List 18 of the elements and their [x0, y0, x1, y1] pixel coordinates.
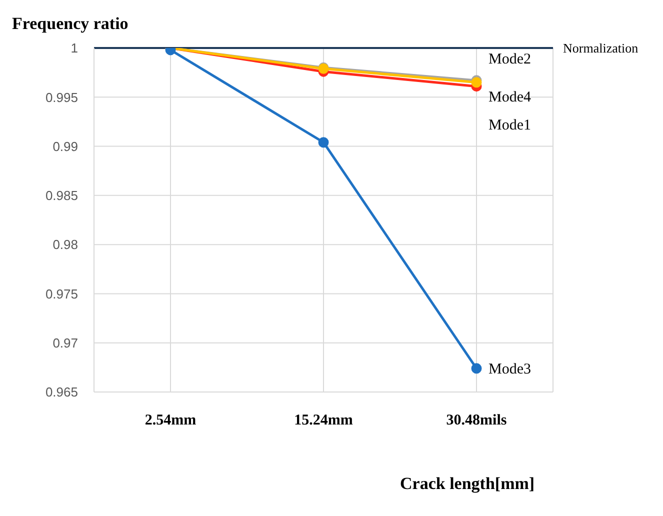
y-tick-label: 0.99 — [52, 138, 78, 154]
text: Mode1 — [488, 117, 531, 134]
y-tick-label: 0.985 — [45, 188, 78, 204]
y-tick-label: 0.975 — [45, 286, 78, 302]
y-tick-label: 0.97 — [52, 335, 78, 350]
y-tick-label: 1 — [70, 40, 78, 56]
y-axis-title: Frequency ratio — [12, 14, 128, 34]
series-label: Mode4 — [488, 89, 532, 106]
series-label: Mode3 — [488, 361, 531, 378]
x-tick-label: 15.24mm — [294, 412, 354, 429]
y-tick-label: 0.965 — [45, 384, 78, 400]
ref-line-label: Normalization — [563, 40, 639, 56]
x-tick-label: 30.48mils — [446, 412, 507, 429]
x-tick-label: 2.54mm — [144, 412, 197, 429]
y-tick-label: 0.995 — [45, 90, 78, 105]
x-axis-title: Crack length[mm] — [400, 474, 535, 494]
y-tick-label: 0.98 — [52, 237, 78, 252]
series-label: Mode2 — [488, 51, 531, 68]
